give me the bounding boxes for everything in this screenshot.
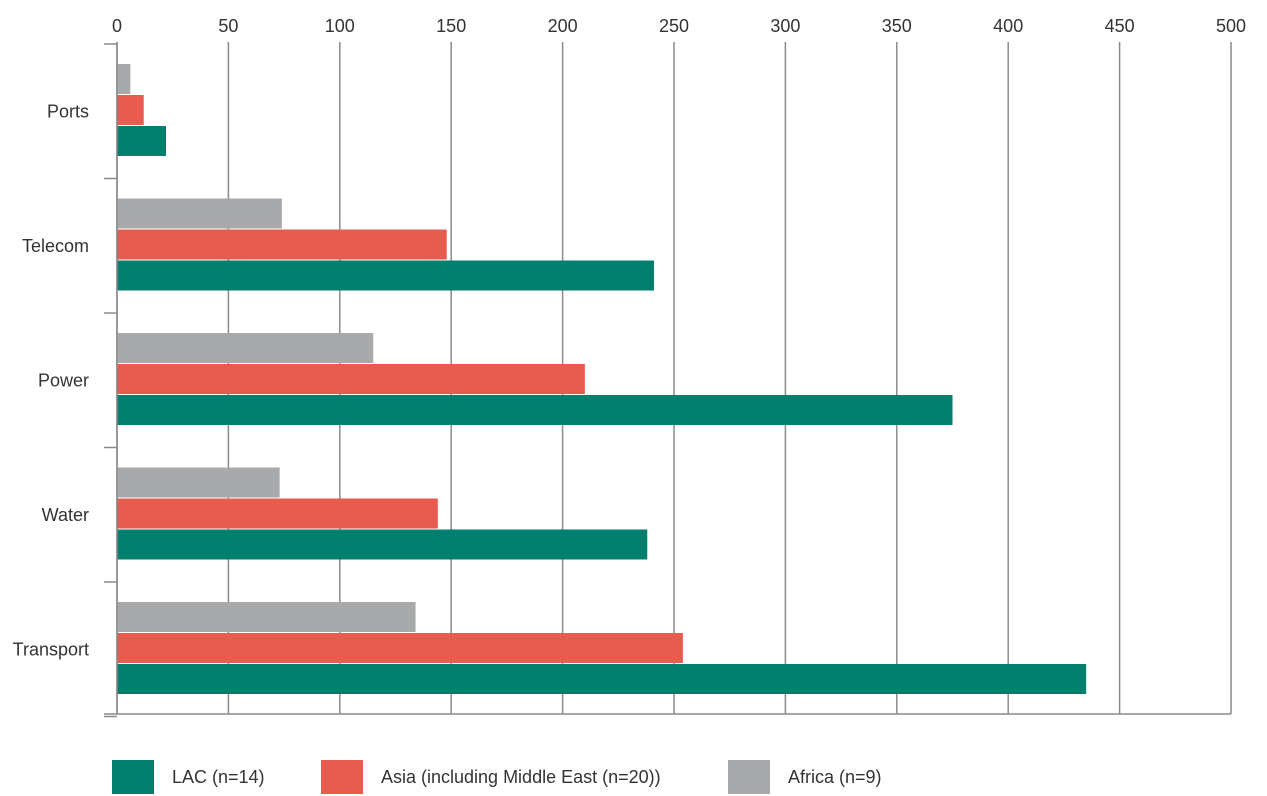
x-tick-label: 400 bbox=[993, 16, 1023, 36]
legend-swatch-lac bbox=[112, 760, 154, 794]
x-tick-labels: 0 50 100 150 200 250 300 350 400 450 500 bbox=[112, 16, 1246, 36]
legend-item-asia: Asia (including Middle East (n=20)) bbox=[321, 760, 661, 794]
axes bbox=[104, 42, 1231, 718]
legend-label-lac: LAC (n=14) bbox=[172, 766, 265, 787]
bar bbox=[117, 602, 416, 632]
bar bbox=[117, 95, 144, 125]
bar bbox=[117, 64, 131, 94]
bar bbox=[117, 529, 648, 560]
category-label: Ports bbox=[47, 101, 89, 121]
bars bbox=[117, 64, 1087, 694]
bar bbox=[117, 260, 654, 291]
x-tick-label: 350 bbox=[882, 16, 912, 36]
x-tick-label: 50 bbox=[218, 16, 238, 36]
x-tick-label: 500 bbox=[1216, 16, 1246, 36]
legend-label-asia: Asia (including Middle East (n=20)) bbox=[381, 766, 661, 787]
category-label: Transport bbox=[13, 639, 89, 659]
category-label: Water bbox=[42, 505, 89, 525]
legend: LAC (n=14) Asia (including Middle East (… bbox=[0, 760, 1267, 796]
category-labels: Ports Telecom Power Water Transport bbox=[13, 101, 89, 659]
category-label: Telecom bbox=[22, 236, 89, 256]
legend-item-lac: LAC (n=14) bbox=[112, 760, 265, 794]
bar bbox=[117, 633, 683, 663]
bar bbox=[117, 333, 374, 363]
x-tick-label: 450 bbox=[1105, 16, 1135, 36]
bar bbox=[117, 467, 280, 498]
bar bbox=[117, 229, 447, 260]
x-tick-label: 100 bbox=[325, 16, 355, 36]
bar bbox=[117, 126, 167, 156]
legend-swatch-asia bbox=[321, 760, 363, 794]
x-tick-label: 300 bbox=[770, 16, 800, 36]
bar bbox=[117, 364, 585, 394]
bar-chart: 0 50 100 150 200 250 300 350 400 450 500 Ports Tele… bbox=[13, 16, 1246, 718]
x-tick-label: 0 bbox=[112, 16, 122, 36]
bar bbox=[117, 198, 282, 229]
legend-label-africa: Africa (n=9) bbox=[788, 766, 882, 787]
x-tick-label: 200 bbox=[548, 16, 578, 36]
bar bbox=[117, 395, 953, 425]
legend-swatch-africa bbox=[728, 760, 770, 794]
bar bbox=[117, 498, 438, 529]
bar bbox=[117, 664, 1087, 694]
legend-item-africa: Africa (n=9) bbox=[728, 760, 882, 794]
x-tick-label: 150 bbox=[436, 16, 466, 36]
x-tick-label: 250 bbox=[659, 16, 689, 36]
category-label: Power bbox=[38, 370, 89, 390]
